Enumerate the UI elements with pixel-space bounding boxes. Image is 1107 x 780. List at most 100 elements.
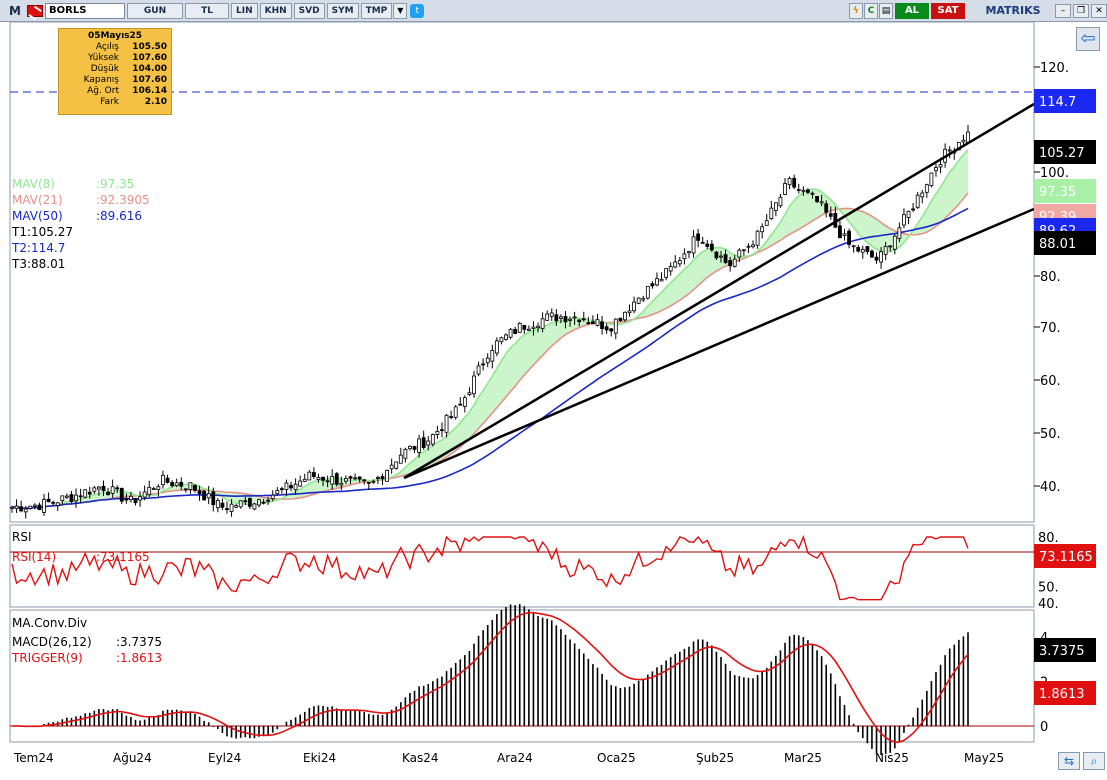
candle-body (554, 314, 559, 322)
macd-title: MA.Conv.Div (12, 616, 88, 630)
mav50-line (11, 207, 969, 510)
candle-body (728, 260, 733, 267)
tag-t1: 105.27 (1039, 146, 1085, 161)
candle-body (760, 226, 765, 233)
candle-body (179, 481, 184, 487)
candle-body (737, 249, 742, 258)
candle-body (879, 251, 883, 263)
candle-body (211, 491, 216, 506)
candle-body (696, 233, 701, 241)
restore-button[interactable]: ❐ (1073, 4, 1089, 18)
candle-body (499, 337, 504, 343)
rsi-tick-label: 40. (1038, 597, 1059, 612)
candle-body (883, 246, 888, 255)
khn-button[interactable]: KHN (259, 2, 292, 19)
candle-body (165, 477, 170, 483)
candle-body (467, 392, 472, 395)
candle-body (691, 236, 696, 254)
macd-tick-label: 0 (1040, 720, 1048, 735)
tag-macd: 3.7375 (1039, 644, 1085, 659)
candle-body (773, 202, 778, 211)
chevron-down-icon[interactable]: ▼ (393, 2, 408, 19)
search-icon[interactable]: ⌕ (1083, 752, 1105, 770)
candle-body (668, 266, 673, 272)
lightning-icon[interactable]: ϟ (849, 3, 863, 19)
sync-icon[interactable]: ⇆ (1058, 752, 1080, 770)
x-label-3: Eki24 (303, 751, 337, 765)
candle-body (421, 437, 426, 448)
buy-button[interactable]: AL (895, 3, 929, 19)
currency-button[interactable]: TL (185, 2, 229, 19)
candle-body (558, 316, 563, 319)
price-tick-label: 100. (1040, 166, 1069, 181)
tag-mav8-bg (1034, 179, 1096, 203)
mav21-label: MAV(21) (12, 193, 63, 207)
candle-body (51, 501, 56, 504)
svd-button[interactable]: SVD (293, 2, 325, 19)
candle-body (673, 261, 678, 268)
candle-body (161, 474, 165, 486)
candle-body (719, 255, 723, 258)
macd-legend: MACD(26,12):3.7375 TRIGGER(9):1.8613 (12, 634, 162, 666)
candle-body (417, 438, 422, 453)
candle-body (609, 328, 614, 332)
candle-body (55, 502, 60, 506)
candle-body (170, 482, 174, 487)
candle-body (348, 476, 353, 479)
period-button[interactable]: GUN (127, 2, 183, 19)
candle-body (787, 178, 792, 186)
candle-body (32, 504, 37, 507)
sym-button[interactable]: SYM (326, 2, 359, 19)
linear-button[interactable]: LIN (231, 2, 258, 19)
template-button[interactable]: TMP (360, 2, 393, 19)
candle-body (307, 471, 312, 481)
candle-body (481, 363, 486, 366)
price-layer (10, 91, 1035, 519)
candle-body (458, 403, 463, 406)
candle-body (842, 233, 847, 236)
twitter-icon[interactable]: t (410, 3, 425, 18)
candle-body (966, 131, 970, 143)
candle-body (78, 495, 83, 498)
price-tick-label: 60. (1040, 374, 1061, 389)
candle-body (247, 497, 252, 507)
rsi-legend: RSI(14):73.1165 (12, 549, 150, 565)
arrow-left-icon[interactable]: ⇦ (1076, 27, 1100, 51)
candle-body (183, 488, 188, 491)
x-label-8: Mar25 (784, 751, 822, 765)
price-tick-label: 120. (1040, 61, 1069, 76)
candle-body (106, 491, 110, 496)
symbol-input[interactable]: BORLS (45, 2, 125, 19)
candle-body (462, 397, 467, 407)
candle-body (659, 278, 664, 282)
candle-body (193, 484, 197, 491)
candle-body (824, 203, 829, 213)
candle-body (664, 268, 669, 278)
candle-body (101, 485, 106, 492)
refresh-c-button[interactable]: C (864, 3, 878, 19)
minimize-button[interactable]: – (1055, 4, 1071, 18)
rsi-title: RSI (12, 530, 32, 544)
candle-body (339, 483, 344, 486)
candle-body (289, 485, 293, 489)
candle-body (284, 482, 289, 490)
info-row-close: Kapanış 107.60 (83, 75, 167, 85)
print-icon[interactable]: ▤ (879, 3, 893, 19)
candle-body (380, 476, 385, 480)
tag-trigger: 1.8613 (1039, 687, 1085, 702)
tag-rsi-bg (1034, 544, 1096, 568)
candle-body (801, 189, 806, 192)
candle-body (430, 434, 435, 445)
price-tick-label: 70. (1040, 321, 1061, 336)
candle-body (755, 230, 760, 246)
candle-body (508, 328, 513, 338)
x-label-1: Ağu24 (113, 751, 152, 765)
candle-body (595, 319, 600, 326)
flag-icon[interactable] (27, 4, 43, 17)
candle-body (568, 318, 572, 321)
sell-button[interactable]: SAT (931, 3, 965, 19)
tag-macd-bg (1034, 638, 1096, 662)
candle-body (215, 499, 220, 509)
candle-body (23, 508, 28, 513)
